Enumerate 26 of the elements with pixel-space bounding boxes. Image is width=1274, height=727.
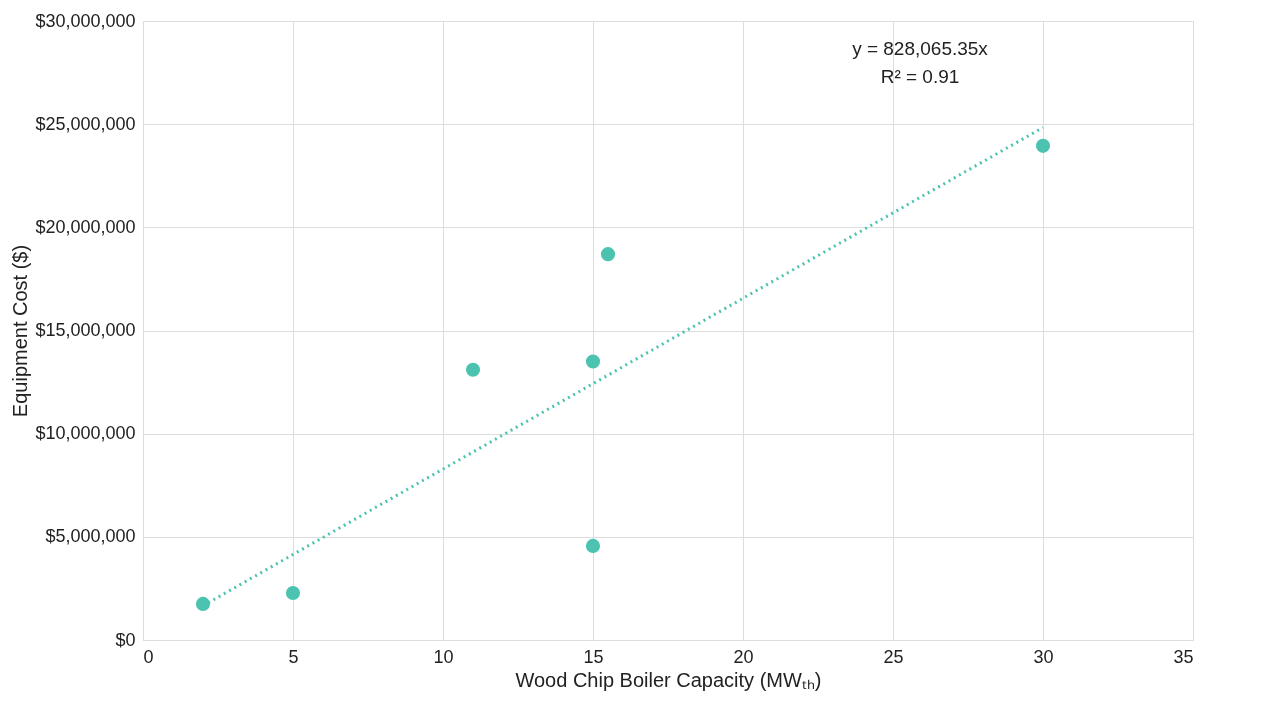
- point: [1035, 138, 1051, 153]
- y-tick-label: $30,000,000: [35, 10, 136, 31]
- x-tick-label: 15: [583, 646, 604, 667]
- x-tick-label: 30: [1033, 646, 1054, 667]
- annotation: y = 828,065.35x: [852, 38, 989, 59]
- y-tick-label: $0: [115, 629, 136, 650]
- x-tick-label: 5: [288, 646, 299, 667]
- point: [585, 354, 601, 369]
- point: [285, 585, 301, 601]
- y-axis-title: Equipment Cost ($): [9, 244, 32, 418]
- y-tick-label: $10,000,000: [35, 423, 136, 444]
- y-tick-label: $5,000,000: [45, 526, 136, 547]
- point: [195, 596, 211, 611]
- annotation: R² = 0.91: [880, 66, 960, 87]
- x-axis-title: Wood Chip Boiler Capacity (MWₜₕ): [515, 668, 822, 691]
- x-tick-label: 20: [733, 646, 754, 667]
- point: [465, 362, 481, 377]
- y-tick-label: $15,000,000: [35, 320, 136, 340]
- y-tick-label: $20,000,000: [35, 216, 136, 237]
- point: [585, 538, 601, 553]
- x-tick-label: 25: [883, 646, 904, 667]
- y-tick-label: $25,000,000: [35, 113, 136, 134]
- x-tick-label: 0: [143, 646, 154, 667]
- x-tick-label: 35: [1173, 646, 1194, 667]
- x-tick-label: 10: [433, 646, 454, 667]
- point: [600, 247, 616, 262]
